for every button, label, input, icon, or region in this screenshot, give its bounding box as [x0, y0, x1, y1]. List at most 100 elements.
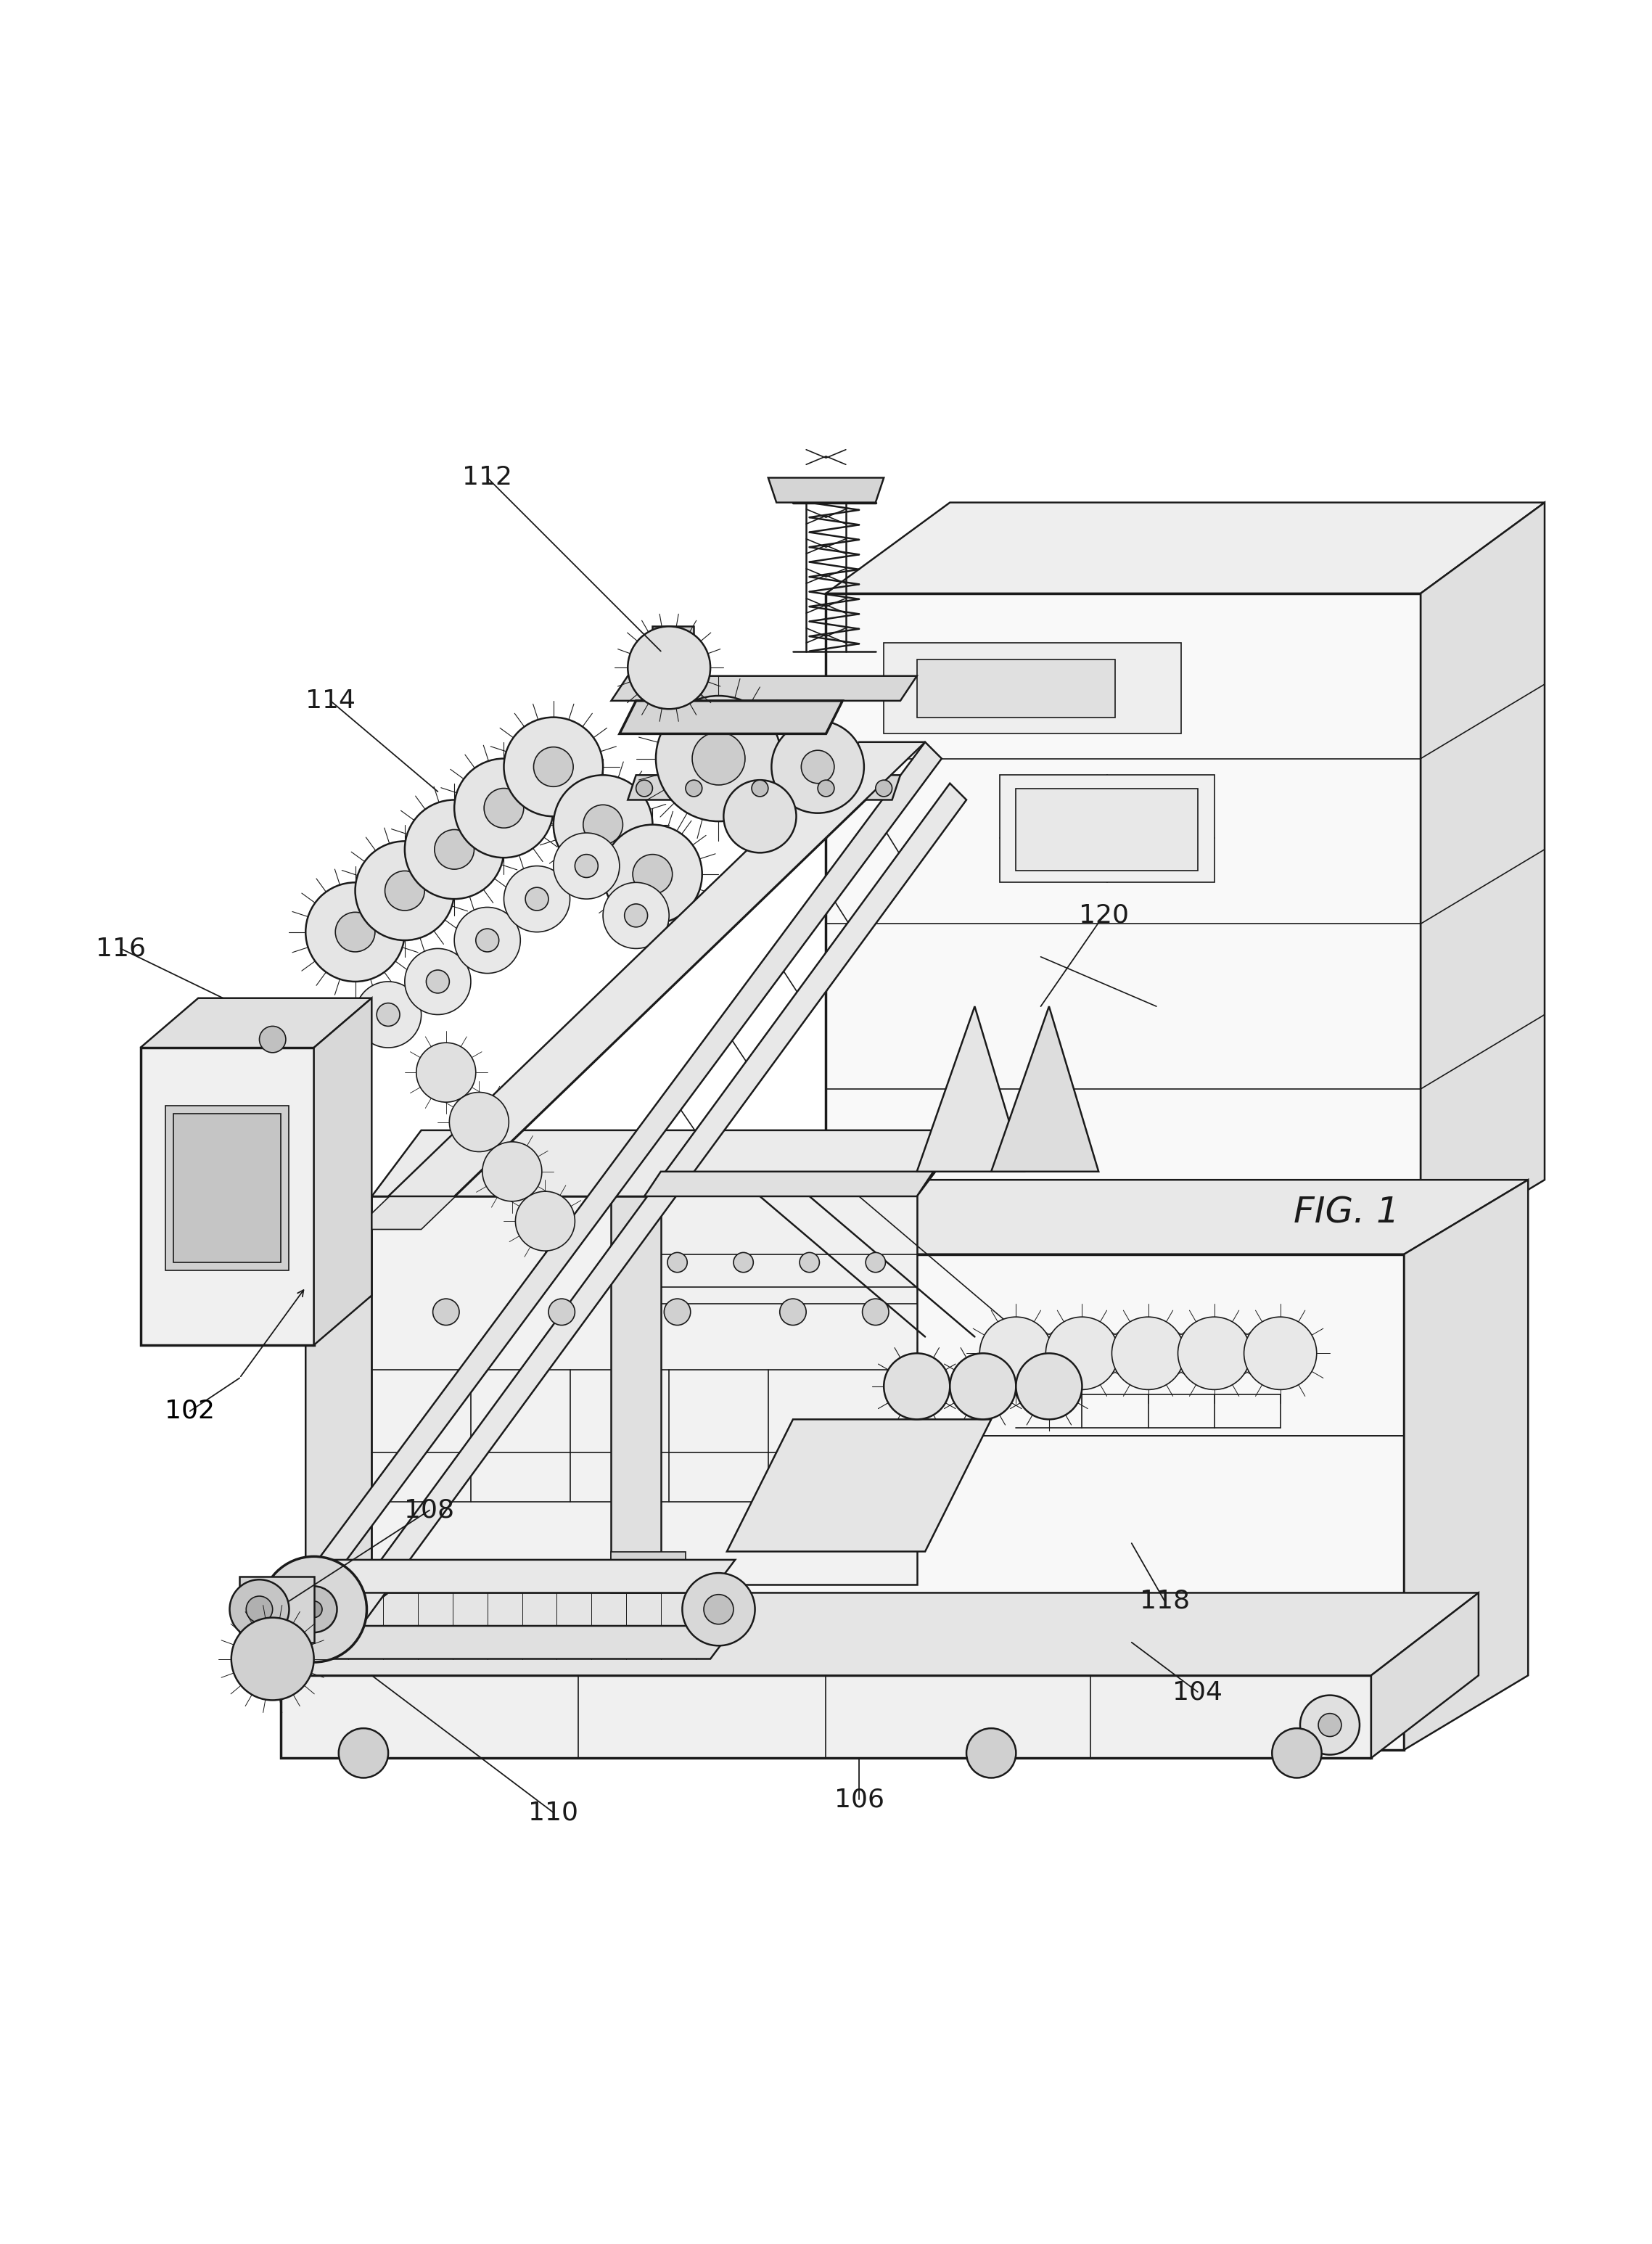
Circle shape [628, 626, 710, 709]
Polygon shape [826, 503, 1545, 592]
Circle shape [780, 1299, 806, 1326]
Circle shape [980, 1317, 1052, 1389]
Polygon shape [355, 774, 892, 1230]
Polygon shape [306, 1187, 372, 1584]
Circle shape [603, 882, 669, 949]
Circle shape [603, 824, 702, 925]
Circle shape [504, 718, 603, 817]
Polygon shape [240, 1575, 314, 1643]
Circle shape [1318, 1714, 1341, 1737]
Polygon shape [372, 1196, 917, 1584]
Circle shape [449, 1093, 509, 1151]
Circle shape [686, 781, 702, 797]
Circle shape [583, 806, 623, 844]
Bar [173, 1113, 281, 1263]
Polygon shape [686, 1180, 1528, 1254]
Circle shape [231, 1618, 314, 1701]
Circle shape [818, 781, 834, 797]
Polygon shape [611, 1196, 661, 1593]
Circle shape [752, 781, 768, 797]
Circle shape [504, 866, 570, 931]
Text: 110: 110 [529, 1800, 578, 1824]
Polygon shape [140, 999, 372, 1048]
Polygon shape [281, 1593, 1479, 1676]
Polygon shape [140, 1048, 314, 1344]
Polygon shape [281, 1676, 1371, 1757]
Circle shape [515, 1192, 575, 1250]
Polygon shape [620, 700, 843, 734]
Circle shape [246, 1595, 273, 1622]
Circle shape [801, 749, 834, 783]
Circle shape [866, 1252, 885, 1272]
Circle shape [624, 904, 648, 927]
Circle shape [525, 886, 548, 911]
Circle shape [656, 696, 781, 821]
Polygon shape [611, 675, 917, 700]
Circle shape [335, 913, 375, 951]
Circle shape [1300, 1694, 1360, 1755]
Circle shape [950, 1353, 1016, 1420]
Circle shape [355, 981, 421, 1048]
Polygon shape [917, 1005, 1024, 1171]
Circle shape [876, 781, 892, 797]
Circle shape [862, 1299, 889, 1326]
Bar [999, 774, 1214, 882]
Circle shape [306, 1600, 322, 1618]
Circle shape [800, 1252, 819, 1272]
Polygon shape [1404, 1180, 1528, 1750]
Text: 114: 114 [306, 689, 355, 714]
Polygon shape [727, 1420, 991, 1551]
Circle shape [682, 1573, 755, 1645]
Circle shape [724, 781, 796, 853]
Polygon shape [653, 626, 694, 684]
Bar [917, 660, 1115, 718]
Polygon shape [339, 783, 966, 1634]
Circle shape [339, 1728, 388, 1777]
Circle shape [636, 781, 653, 797]
Circle shape [385, 871, 425, 911]
Circle shape [484, 788, 524, 828]
Polygon shape [611, 1551, 686, 1593]
Circle shape [575, 855, 598, 877]
Polygon shape [306, 1560, 735, 1593]
Circle shape [553, 833, 620, 900]
Circle shape [433, 1299, 459, 1326]
Circle shape [405, 799, 504, 900]
Circle shape [377, 1003, 400, 1026]
Circle shape [405, 949, 471, 1014]
Circle shape [633, 855, 672, 893]
Text: 106: 106 [834, 1786, 884, 1811]
Polygon shape [1371, 1593, 1479, 1757]
Circle shape [966, 1728, 1016, 1777]
Text: 104: 104 [1173, 1679, 1222, 1703]
Circle shape [476, 929, 499, 951]
Polygon shape [1421, 503, 1545, 1254]
Bar [884, 644, 1181, 734]
Circle shape [1272, 1728, 1322, 1777]
Circle shape [482, 1142, 542, 1201]
Polygon shape [768, 478, 884, 503]
Polygon shape [372, 1131, 966, 1196]
Circle shape [548, 1299, 575, 1326]
Circle shape [230, 1580, 289, 1638]
Polygon shape [314, 999, 372, 1344]
Polygon shape [388, 743, 925, 1196]
Polygon shape [628, 774, 900, 799]
Text: 102: 102 [165, 1398, 215, 1423]
Circle shape [667, 1252, 687, 1272]
Circle shape [355, 842, 454, 940]
Circle shape [771, 720, 864, 812]
Polygon shape [991, 1005, 1099, 1171]
Polygon shape [644, 1171, 933, 1196]
Polygon shape [306, 1627, 735, 1658]
Circle shape [434, 830, 474, 868]
Circle shape [454, 907, 520, 974]
Circle shape [692, 732, 745, 785]
Bar [1016, 788, 1198, 871]
Circle shape [1112, 1317, 1184, 1389]
Polygon shape [686, 1254, 1404, 1750]
Text: FIG. 1: FIG. 1 [1294, 1196, 1399, 1230]
Circle shape [534, 747, 573, 788]
Text: 112: 112 [463, 465, 512, 489]
Circle shape [884, 1353, 950, 1420]
